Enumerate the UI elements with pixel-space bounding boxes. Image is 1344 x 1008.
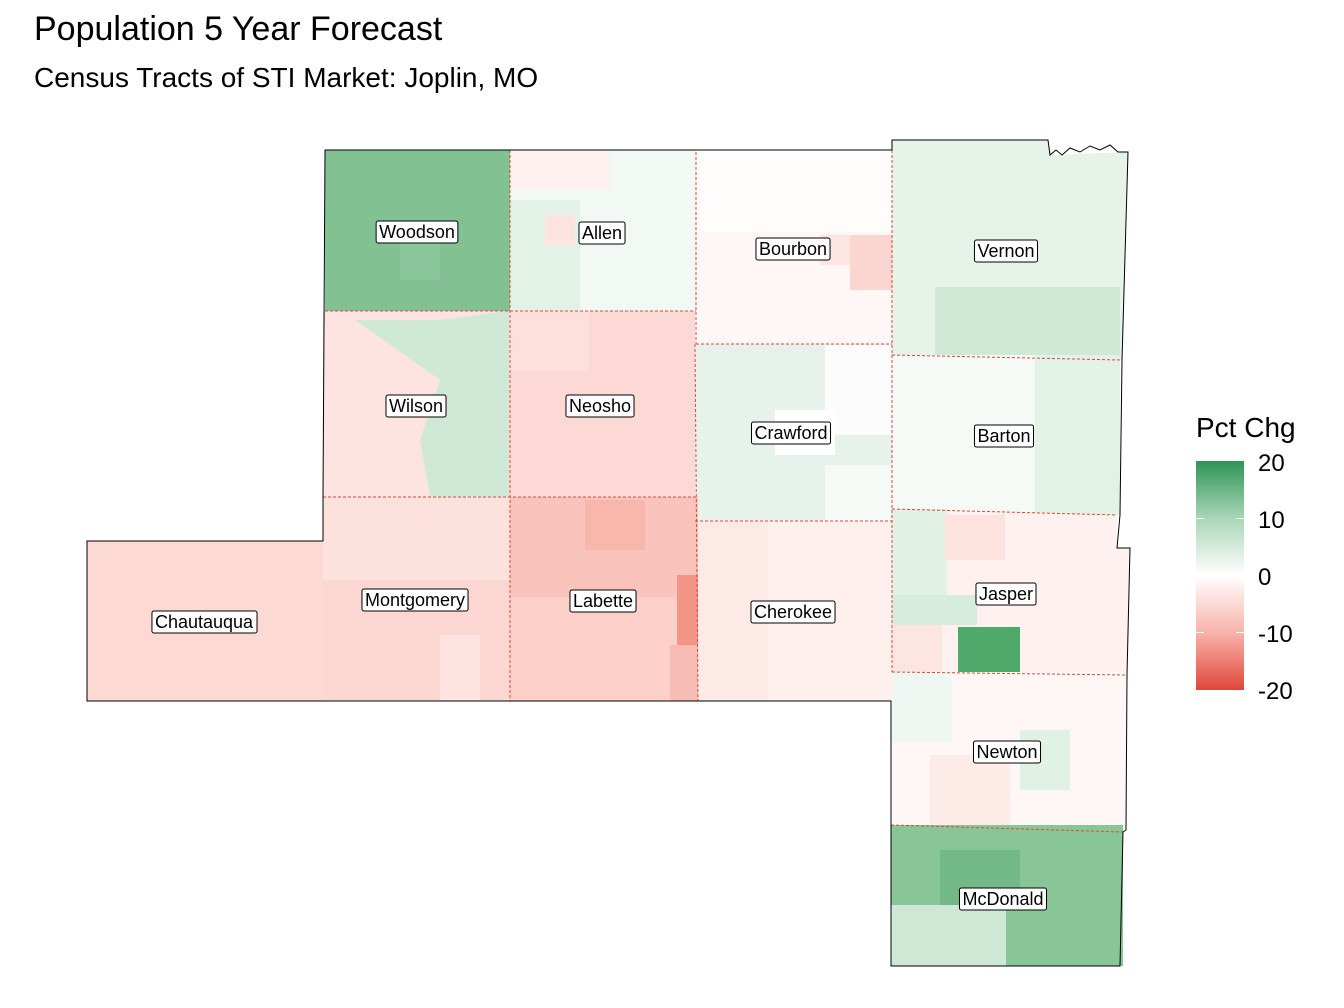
legend-tick: 20 — [1258, 450, 1285, 477]
county-label-newton: Newton — [972, 740, 1042, 764]
county-label-montgomery: Montgomery — [361, 588, 469, 612]
county-label-woodson: Woodson — [375, 220, 459, 244]
svg-text:Newton: Newton — [976, 742, 1037, 762]
svg-text:Woodson: Woodson — [379, 222, 455, 242]
svg-text:McDonald: McDonald — [962, 889, 1043, 909]
county-label-crawford: Crawford — [750, 421, 832, 445]
svg-text:Bourbon: Bourbon — [759, 239, 827, 259]
county-woodson — [325, 150, 510, 311]
legend-title: Pct Chg — [1196, 412, 1296, 443]
county-label-neosho: Neosho — [565, 394, 635, 418]
svg-text:Neosho: Neosho — [569, 396, 631, 416]
county-label-bourbon: Bourbon — [755, 237, 831, 261]
county-boundaries — [323, 140, 1127, 833]
county-label-vernon: Vernon — [973, 239, 1039, 263]
legend-tick: -20 — [1258, 678, 1293, 705]
svg-text:Cherokee: Cherokee — [754, 602, 832, 622]
county-label-mcdonald: McDonald — [958, 887, 1048, 911]
county-label-wilson: Wilson — [385, 394, 447, 418]
county-label-jasper: Jasper — [975, 582, 1037, 606]
svg-text:Montgomery: Montgomery — [365, 590, 465, 610]
county-label-cherokee: Cherokee — [750, 600, 836, 624]
svg-text:Barton: Barton — [977, 426, 1030, 446]
svg-text:Labette: Labette — [573, 591, 633, 611]
county-bourbon — [696, 152, 892, 344]
map-subtitle: Census Tracts of STI Market: Joplin, MO — [34, 62, 539, 93]
legend-tick: 10 — [1258, 507, 1285, 534]
market-outline — [86, 139, 1131, 967]
legend-tick: 0 — [1258, 564, 1272, 591]
legend-tick: -10 — [1258, 621, 1293, 648]
svg-text:Vernon: Vernon — [977, 241, 1034, 261]
county-label-chautauqua: Chautauqua — [151, 610, 258, 634]
county-label-allen: Allen — [578, 221, 626, 245]
svg-text:Chautauqua: Chautauqua — [155, 612, 254, 632]
svg-text:Allen: Allen — [582, 223, 622, 243]
county-label-barton: Barton — [973, 424, 1035, 448]
county-label-labette: Labette — [569, 589, 637, 613]
svg-text:Crawford: Crawford — [754, 423, 827, 443]
county-labels: Woodson Allen Bourbon Vernon Wilson Neosho Cra… — [151, 220, 1048, 911]
svg-text:Wilson: Wilson — [389, 396, 443, 416]
map-title: Population 5 Year Forecast — [34, 10, 443, 48]
svg-text:Jasper: Jasper — [979, 584, 1033, 604]
